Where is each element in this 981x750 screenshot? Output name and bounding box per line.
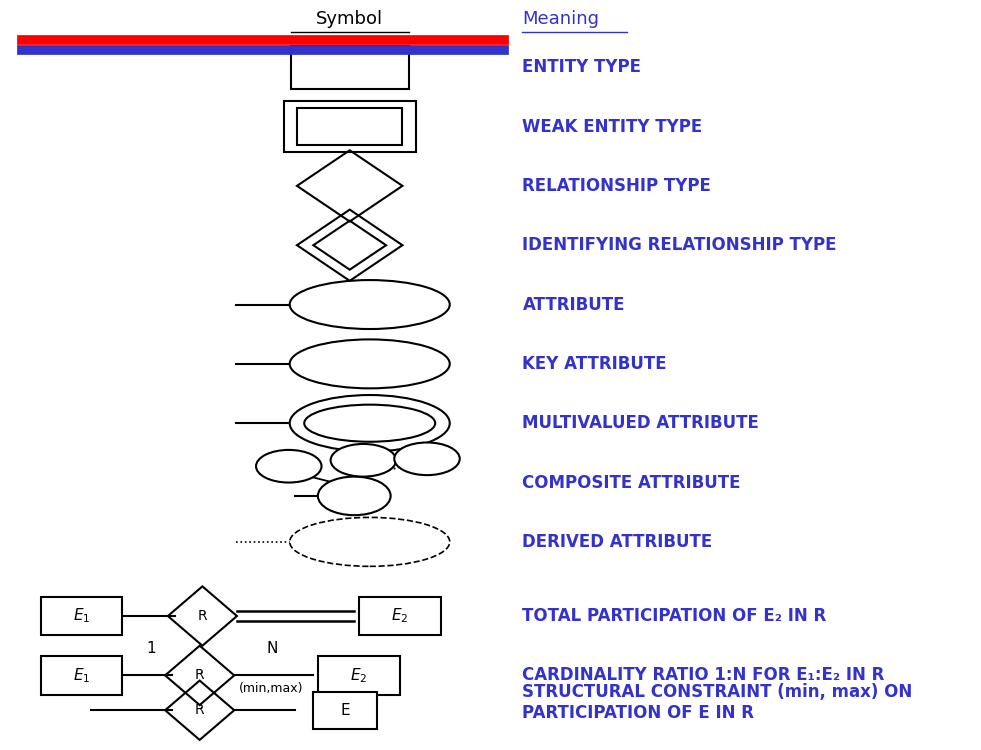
Text: TOTAL PARTICIPATION OF E₂ IN R: TOTAL PARTICIPATION OF E₂ IN R	[523, 607, 827, 625]
Text: MULTIVALUED ATTRIBUTE: MULTIVALUED ATTRIBUTE	[523, 414, 759, 432]
FancyBboxPatch shape	[284, 101, 416, 152]
Ellipse shape	[304, 405, 436, 442]
Text: ENTITY TYPE: ENTITY TYPE	[523, 58, 642, 76]
FancyBboxPatch shape	[40, 656, 123, 694]
Text: N: N	[267, 641, 278, 656]
Text: $E_2$: $E_2$	[391, 607, 408, 625]
Text: KEY ATTRIBUTE: KEY ATTRIBUTE	[523, 355, 667, 373]
Text: $E_1$: $E_1$	[73, 607, 90, 625]
Text: R: R	[195, 704, 204, 717]
Ellipse shape	[318, 476, 390, 515]
Text: R: R	[195, 668, 204, 682]
FancyBboxPatch shape	[318, 656, 399, 694]
Text: $E_2$: $E_2$	[350, 666, 368, 685]
Ellipse shape	[331, 444, 396, 476]
Ellipse shape	[289, 340, 449, 388]
Text: $E_1$: $E_1$	[73, 666, 90, 685]
FancyBboxPatch shape	[359, 597, 440, 635]
FancyBboxPatch shape	[313, 692, 377, 729]
FancyBboxPatch shape	[40, 597, 123, 635]
Text: E: E	[340, 703, 350, 718]
Text: WEAK ENTITY TYPE: WEAK ENTITY TYPE	[523, 118, 702, 136]
Ellipse shape	[289, 395, 449, 451]
Ellipse shape	[256, 450, 322, 482]
Text: RELATIONSHIP TYPE: RELATIONSHIP TYPE	[523, 177, 711, 195]
Text: CARDINALITY RATIO 1:N FOR E₁:E₂ IN R: CARDINALITY RATIO 1:N FOR E₁:E₂ IN R	[523, 666, 885, 684]
Text: IDENTIFYING RELATIONSHIP TYPE: IDENTIFYING RELATIONSHIP TYPE	[523, 236, 837, 254]
Text: R: R	[197, 609, 207, 623]
FancyBboxPatch shape	[297, 108, 402, 145]
Text: (min,max): (min,max)	[238, 682, 303, 695]
Ellipse shape	[289, 518, 449, 566]
Ellipse shape	[394, 442, 460, 476]
Text: Meaning: Meaning	[523, 10, 599, 28]
FancyBboxPatch shape	[290, 46, 409, 88]
Ellipse shape	[289, 280, 449, 329]
Text: DERIVED ATTRIBUTE: DERIVED ATTRIBUTE	[523, 532, 713, 550]
Text: COMPOSITE ATTRIBUTE: COMPOSITE ATTRIBUTE	[523, 473, 741, 491]
Text: 1: 1	[147, 641, 156, 656]
Text: Symbol: Symbol	[316, 10, 384, 28]
Text: STRUCTURAL CONSTRAINT (min, max) ON
PARTICIPATION OF E IN R: STRUCTURAL CONSTRAINT (min, max) ON PART…	[523, 683, 912, 722]
Text: ATTRIBUTE: ATTRIBUTE	[523, 296, 625, 314]
